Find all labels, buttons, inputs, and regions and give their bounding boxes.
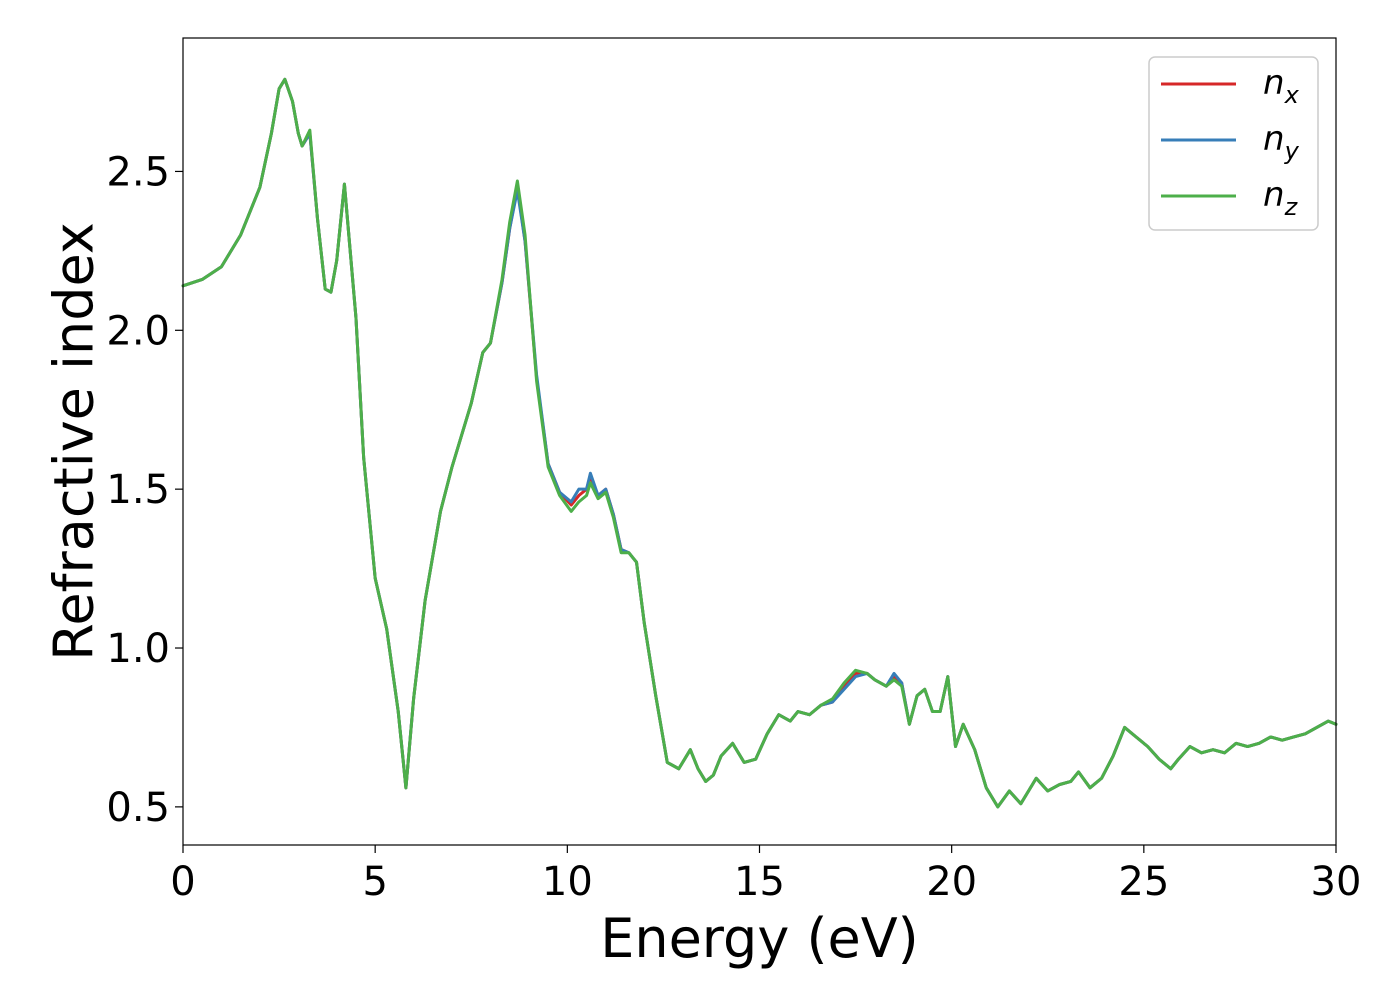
y-tick-label: 1.5 — [106, 467, 170, 513]
y-tick-label: 0.5 — [106, 785, 170, 831]
legend-label-y: ny — [1263, 119, 1300, 165]
x-tick-label: 5 — [362, 859, 387, 905]
legend: nx ny nz — [1148, 56, 1319, 231]
y-tick-label: 2.0 — [106, 308, 170, 354]
y-axis: 0.5 1.0 1.5 2.0 2.5 — [106, 149, 183, 831]
x-tick-label: 10 — [542, 859, 593, 905]
series-layer — [181, 77, 1338, 809]
legend-label-x: nx — [1263, 63, 1300, 109]
x-tick-label: 20 — [926, 859, 977, 905]
y-axis-title: Refractive index — [43, 222, 106, 661]
y-tick-label: 2.5 — [106, 149, 170, 195]
y-tick-label: 1.0 — [106, 626, 170, 672]
series-line-z — [181, 77, 1338, 809]
x-axis-title: Energy (eV) — [600, 907, 919, 970]
x-tick-label: 25 — [1118, 859, 1169, 905]
x-tick-label: 30 — [1311, 859, 1362, 905]
x-tick-label: 15 — [734, 859, 785, 905]
plot-area — [183, 38, 1336, 845]
legend-label-z: nz — [1263, 175, 1299, 221]
x-tick-label: 0 — [170, 859, 195, 905]
x-axis: 0 5 10 15 20 25 30 — [170, 845, 1361, 905]
legend-box — [1148, 56, 1319, 231]
